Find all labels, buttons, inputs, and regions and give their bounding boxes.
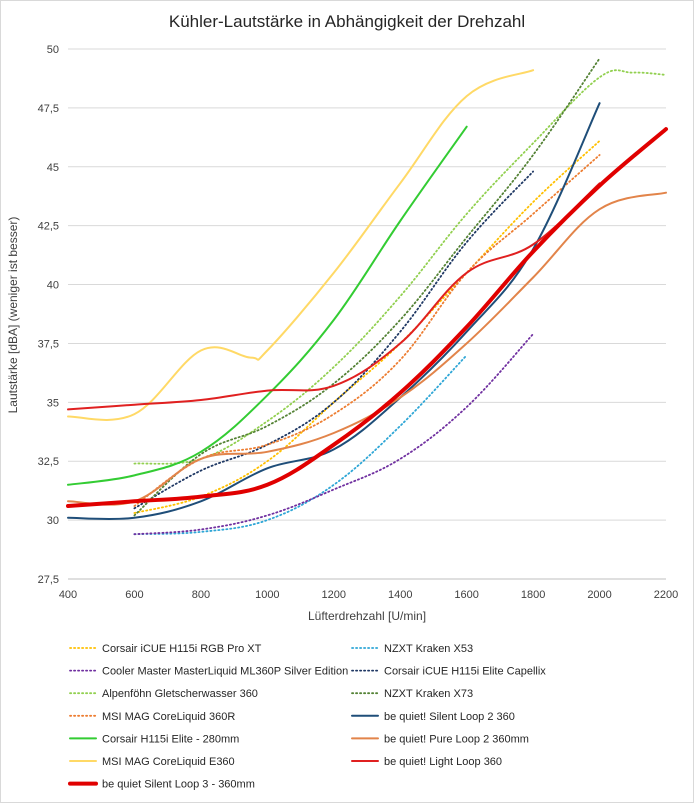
x-tick-label: 1400 xyxy=(388,589,412,601)
legend-label: be quiet Silent Loop 3 - 360mm xyxy=(102,779,255,791)
legend-label: Alpenföhn Gletscherwasser 360 xyxy=(102,688,258,700)
series-line-corsair-icue-h115i-rgb-pro-xt xyxy=(133,140,601,514)
series-line-msi-mag-coreliquid-e360 xyxy=(67,69,535,421)
legend-label: MSI MAG CoreLiquid 360R xyxy=(102,711,235,723)
legend-label: be quiet! Silent Loop 2 360 xyxy=(384,711,515,723)
x-tick-label: 2000 xyxy=(587,589,611,601)
x-tick-label: 600 xyxy=(125,589,143,601)
legend-label: Corsair iCUE H115i RGB Pro XT xyxy=(102,643,262,655)
series-line-corsair-h115i-elite-280mm xyxy=(67,125,468,486)
plot-series xyxy=(66,57,668,536)
legend-label: NZXT Kraken X73 xyxy=(384,688,473,700)
y-axis-title: Lautstärke [dBA] (weniger ist besser) xyxy=(6,217,20,414)
y-tick-label: 37,5 xyxy=(38,338,59,350)
y-tick-label: 27,5 xyxy=(38,574,59,586)
series-line-nzxt-kraken-x73 xyxy=(133,57,601,517)
legend-label: Cooler Master MasterLiquid ML360P Silver… xyxy=(102,666,348,678)
x-axis-ticks: 400 600 800 1000 1200 1400 1600 1800 2000 2200 xyxy=(59,589,678,601)
series-line-be-quiet-light-loop-360 xyxy=(67,182,601,411)
x-tick-label: 2200 xyxy=(654,589,678,601)
x-tick-label: 1200 xyxy=(322,589,346,601)
legend-label: NZXT Kraken X53 xyxy=(384,643,473,655)
x-tick-label: 400 xyxy=(59,589,77,601)
gridlines xyxy=(68,48,666,580)
x-tick-label: 1000 xyxy=(255,589,279,601)
x-axis-title: Lüfterdrehzahl [U/min] xyxy=(308,609,426,623)
y-tick-label: 45 xyxy=(47,162,59,174)
series-line-corsair-icue-h115i-elite-capellix xyxy=(133,170,534,510)
y-tick-label: 47,5 xyxy=(38,103,59,115)
legend-label: be quiet! Pure Loop 2 360mm xyxy=(384,733,529,745)
y-tick-label: 32,5 xyxy=(38,456,59,468)
x-tick-label: 800 xyxy=(192,589,210,601)
legend-label: Corsair H115i Elite - 280mm xyxy=(102,733,239,745)
series-line-be-quiet-silent-loop-3-360mm xyxy=(66,127,668,508)
y-tick-label: 35 xyxy=(47,397,59,409)
y-axis-ticks: 27,5 30 32,5 35 37,5 40 42,5 45 47,5 50 xyxy=(38,44,59,586)
chart-title: Kühler-Lautstärke in Abhängigkeit der Dr… xyxy=(169,12,525,31)
x-tick-label: 1600 xyxy=(454,589,478,601)
series-line-alpenf-hn-gletscherwasser-360 xyxy=(133,69,667,465)
y-tick-label: 30 xyxy=(47,515,59,527)
y-tick-label: 42,5 xyxy=(38,221,59,233)
x-tick-label: 1800 xyxy=(521,589,545,601)
legend-label: Corsair iCUE H115i Elite Capellix xyxy=(384,666,546,678)
y-tick-label: 50 xyxy=(47,44,59,56)
series-line-cooler-master-masterliquid-ml360p-silver-edition xyxy=(133,333,534,536)
y-tick-label: 40 xyxy=(47,280,59,292)
legend-label: be quiet! Light Loop 360 xyxy=(384,756,502,768)
legend-label: MSI MAG CoreLiquid E360 xyxy=(102,756,235,768)
legend: Corsair iCUE H115i RGB Pro XT NZXT Kraken… xyxy=(68,643,546,791)
